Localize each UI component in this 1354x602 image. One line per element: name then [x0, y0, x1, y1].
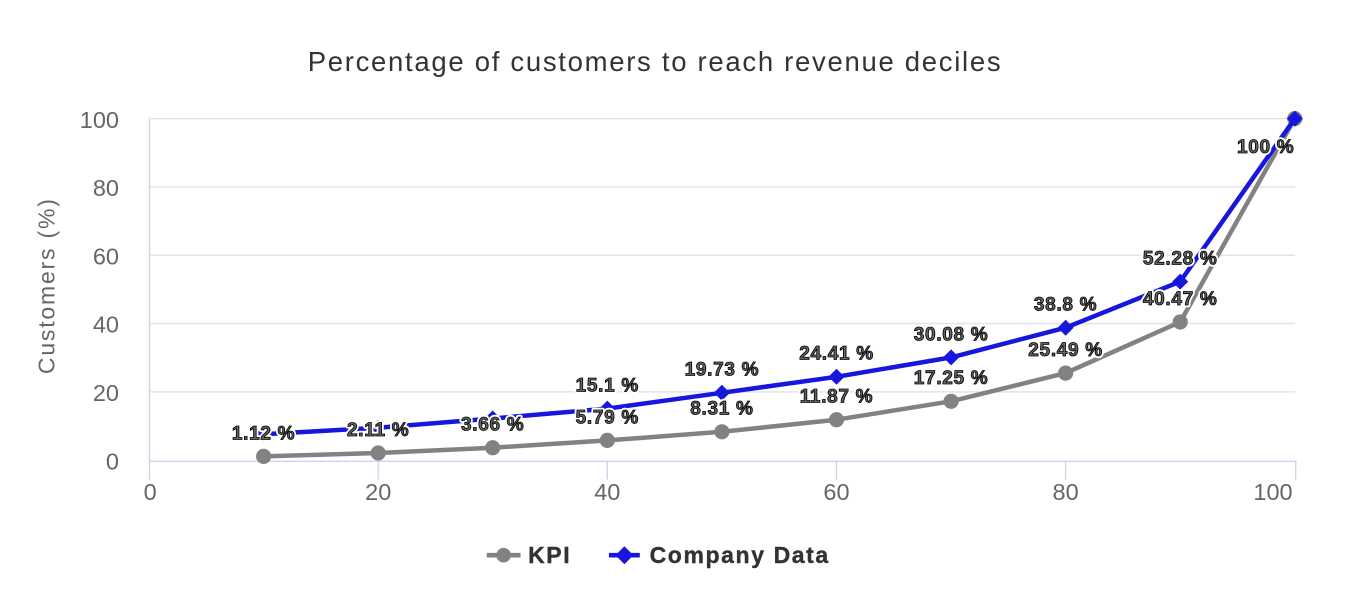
svg-text:38.8 %: 38.8 %	[1034, 295, 1097, 316]
svg-text:40: 40	[594, 479, 620, 505]
svg-text:25.49 %: 25.49 %	[1028, 340, 1103, 361]
svg-text:15.1 %: 15.1 %	[576, 376, 639, 397]
svg-text:2.11 %: 2.11 %	[347, 420, 409, 441]
svg-text:100 %: 100 %	[1237, 137, 1294, 158]
svg-text:100: 100	[1253, 479, 1292, 505]
svg-text:2.11 %: 2.11 %	[347, 420, 409, 441]
svg-text:100 %: 100 %	[1237, 137, 1294, 158]
svg-text:1.12 %: 1.12 %	[232, 423, 295, 444]
svg-text:40.47 %: 40.47 %	[1143, 289, 1218, 310]
svg-text:11.87 %: 11.87 %	[800, 387, 874, 408]
svg-text:0: 0	[106, 448, 119, 474]
svg-text:100: 100	[80, 107, 119, 133]
svg-text:0: 0	[144, 479, 157, 505]
svg-text:24.41 %: 24.41 %	[799, 344, 874, 365]
svg-text:80: 80	[93, 175, 119, 201]
svg-text:5.79 %: 5.79 %	[576, 407, 639, 428]
svg-text:52.28 %: 52.28 %	[1143, 249, 1218, 270]
svg-text:17.25 %: 17.25 %	[914, 368, 989, 389]
svg-text:8.31 %: 8.31 %	[690, 399, 753, 420]
svg-text:5.79 %: 5.79 %	[576, 407, 639, 428]
svg-text:Customers (%): Customers (%)	[34, 197, 60, 374]
svg-text:52.28 %: 52.28 %	[1143, 249, 1218, 270]
svg-text:8.31 %: 8.31 %	[690, 399, 753, 420]
svg-text:KPI: KPI	[528, 542, 571, 568]
svg-text:3.66 %: 3.66 %	[461, 415, 524, 436]
svg-text:20: 20	[365, 479, 391, 505]
svg-text:15.1 %: 15.1 %	[576, 376, 639, 397]
svg-text:60: 60	[93, 243, 119, 269]
svg-text:17.25 %: 17.25 %	[914, 368, 989, 389]
svg-text:30.08 %: 30.08 %	[914, 324, 989, 345]
svg-text:3.66 %: 3.66 %	[461, 415, 524, 436]
svg-text:19.73 %: 19.73 %	[685, 360, 760, 381]
svg-text:25.49 %: 25.49 %	[1028, 340, 1103, 361]
svg-text:80: 80	[1053, 479, 1079, 505]
svg-text:19.73 %: 19.73 %	[685, 360, 760, 381]
svg-text:60: 60	[823, 479, 849, 505]
svg-text:40: 40	[93, 312, 119, 338]
svg-text:24.41 %: 24.41 %	[799, 344, 874, 365]
svg-text:30.08 %: 30.08 %	[914, 324, 989, 345]
svg-text:11.87 %: 11.87 %	[800, 387, 874, 408]
svg-text:1.12 %: 1.12 %	[232, 423, 295, 444]
svg-text:20: 20	[93, 380, 119, 406]
svg-text:40.47 %: 40.47 %	[1143, 289, 1218, 310]
svg-text:Percentage of customers to rea: Percentage of customers to reach revenue…	[308, 46, 1003, 77]
svg-text:38.8 %: 38.8 %	[1034, 295, 1097, 316]
svg-text:Company Data: Company Data	[650, 542, 830, 568]
